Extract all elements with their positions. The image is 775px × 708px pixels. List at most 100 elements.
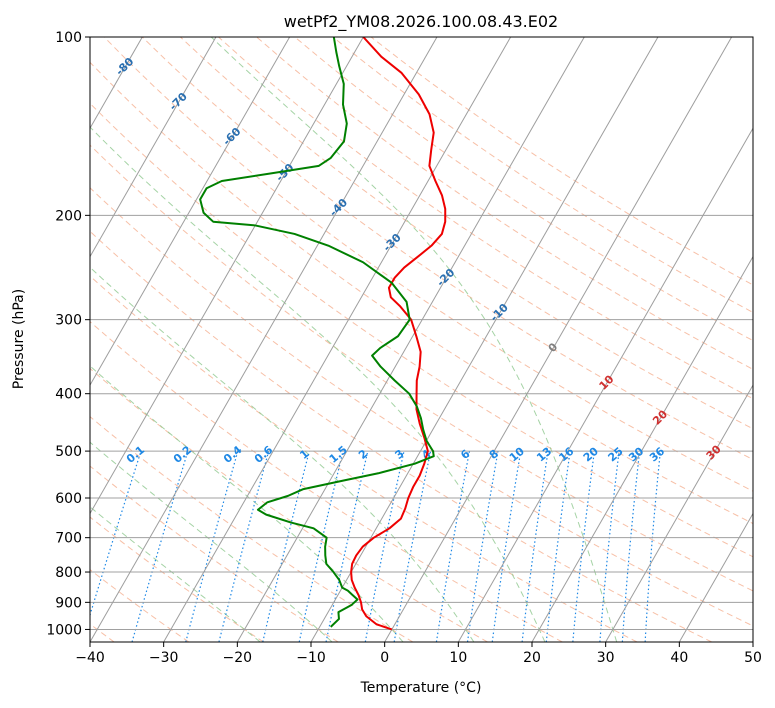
- y-tick-label: 500: [55, 444, 82, 460]
- mixing-ratio-label: 36: [647, 444, 667, 464]
- isotherm-label: -30: [381, 231, 404, 254]
- dry-adiabat: [218, 37, 753, 400]
- background-lines: [90, 37, 753, 642]
- mixing-ratio-label: 25: [606, 445, 626, 465]
- dry-adiabat: [90, 275, 638, 642]
- isotherm-label: -20: [434, 266, 457, 289]
- isotherm-line: [678, 512, 753, 642]
- temperature-trace: [350, 37, 447, 631]
- isotherm-line: [531, 255, 753, 642]
- moist-adiabat: [90, 365, 404, 642]
- x-tick-label: 50: [744, 650, 762, 666]
- mixing-ratio-label: 0.6: [252, 443, 276, 466]
- mixing-ratio-line: [466, 450, 499, 642]
- mixing-ratio-line: [393, 450, 432, 642]
- y-tick-label: 100: [55, 30, 82, 46]
- mixing-ratio-line: [572, 451, 596, 642]
- mixing-ratio-label: 13: [534, 445, 554, 465]
- mixing-ratio-line: [262, 450, 310, 642]
- dry-adiabat: [90, 516, 264, 642]
- dry-adiabat: [90, 61, 753, 525]
- mixing-ratio-line: [325, 450, 369, 642]
- isotherm-line: [163, 37, 512, 642]
- isotherm-line: [90, 37, 364, 515]
- dry-adiabat: [90, 415, 414, 642]
- isotherm-line: [384, 37, 733, 642]
- x-tick-label: −40: [75, 650, 105, 666]
- mixing-ratio-label: 6: [458, 447, 472, 462]
- y-tick-label: 300: [55, 313, 82, 329]
- isotherm-label: 0: [546, 340, 561, 355]
- isotherm-line: [752, 640, 753, 642]
- x-axis-title: Temperature (°C): [360, 680, 482, 696]
- dry-adiabat: [90, 102, 753, 558]
- mixing-ratio-line: [521, 451, 549, 642]
- y-tick-label: 600: [55, 491, 82, 507]
- isotherm-label: -10: [488, 301, 511, 324]
- dry-adiabat: [90, 465, 339, 642]
- mixing-ratio-label: 0.4: [221, 443, 245, 466]
- moist-adiabat: [90, 266, 475, 642]
- dry-adiabat: [103, 37, 753, 492]
- x-tick-label: −20: [223, 650, 253, 666]
- mixing-ratio-line: [644, 451, 661, 642]
- dry-adiabat: [141, 37, 753, 461]
- y-tick-label: 400: [55, 387, 82, 403]
- mixing-ratio-line: [131, 450, 189, 642]
- isotherm-line: [605, 384, 753, 642]
- mixing-ratio-label: 0.1: [124, 443, 147, 465]
- mixing-ratio-label: 0.2: [171, 443, 194, 465]
- isotherm-label: -60: [220, 125, 243, 148]
- y-tick-label: 700: [55, 531, 82, 547]
- chart-title: wetPf2_YM08.2026.100.08.43.E02: [284, 12, 558, 32]
- sounding-traces: [199, 37, 447, 631]
- dry-adiabat: [332, 37, 753, 314]
- y-tick-label: 1000: [46, 622, 82, 638]
- mixing-ratio-line: [90, 450, 142, 617]
- mixing-ratio-label: 2: [356, 447, 370, 462]
- axes: −40 −30 −20 −10 0 10 20 30 40 5010009008007006005…: [46, 30, 762, 666]
- dry-adiabat: [90, 144, 753, 592]
- dry-adiabat: [90, 187, 753, 627]
- x-tick-label: −30: [149, 650, 179, 666]
- isotherm-label: 40: [757, 477, 775, 497]
- dry-adiabat: [294, 37, 753, 342]
- isotherm-line: [457, 127, 753, 642]
- x-tick-label: 20: [523, 650, 541, 666]
- mixing-ratio-line: [218, 450, 270, 642]
- isotherm-label: 30: [704, 442, 724, 462]
- dewpoint-trace: [199, 37, 435, 628]
- isotherm-line: [90, 37, 438, 642]
- moist-adiabat: [90, 506, 261, 642]
- isoline-labels: 0.1 0.2 0.4 0.6 1 1.5 2 3 4 6 8 10 13 16 20 25 30 36-80-7…: [113, 55, 775, 497]
- mixing-ratio-label: 3: [392, 447, 406, 462]
- moist-adiabat: [210, 37, 618, 642]
- x-tick-label: 40: [670, 650, 688, 666]
- isotherm-label: -70: [167, 90, 190, 113]
- mixing-ratio-line: [545, 451, 571, 642]
- isotherm-line: [90, 37, 217, 258]
- mixing-ratio-line: [435, 450, 471, 642]
- mixing-ratio-line: [599, 451, 620, 642]
- dry-adiabat: [90, 230, 712, 642]
- mixing-ratio-label: 20: [581, 444, 601, 464]
- mixing-ratio-line: [298, 450, 344, 642]
- dry-adiabat: [90, 320, 563, 642]
- isotherm-label: 20: [650, 407, 670, 427]
- dry-adiabat: [180, 37, 753, 430]
- isotherm-line: [236, 37, 585, 642]
- mixing-ratio-label: 10: [507, 444, 527, 464]
- x-tick-label: −10: [296, 650, 326, 666]
- mixing-ratio-line: [364, 450, 405, 642]
- x-tick-label: 0: [380, 650, 389, 666]
- y-tick-label: 200: [55, 208, 82, 224]
- y-tick-label: 800: [55, 565, 82, 581]
- dry-adiabat: [256, 37, 753, 370]
- dry-adiabat: [90, 569, 190, 642]
- dry-adiabat: [90, 367, 488, 642]
- plot-frame: [89, 36, 754, 643]
- moist-adiabat: [90, 126, 546, 642]
- y-axis-title: Pressure (hPa): [11, 289, 27, 389]
- isotherm-label: 10: [597, 372, 617, 392]
